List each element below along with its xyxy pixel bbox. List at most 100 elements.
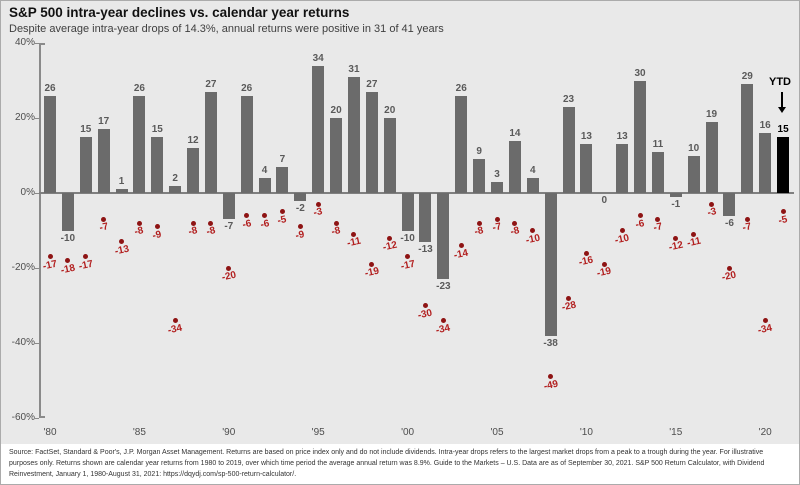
bar-1994: [294, 193, 307, 201]
decline-dot-2014: [655, 216, 661, 222]
bar-label-2009: 23: [562, 93, 575, 105]
bar-2003: [455, 95, 468, 193]
decline-dot-1980: [47, 254, 53, 260]
decline-dot-1987: [172, 318, 178, 323]
bar-label-1995: 34: [312, 52, 324, 64]
bar-label-1994: -2: [295, 202, 305, 214]
decline-dot-2005: [494, 216, 500, 222]
zero-baseline: [39, 192, 794, 194]
bar-label-2012: 13: [616, 131, 628, 143]
decline-dot-1981: [65, 258, 71, 263]
bar-1989: [204, 91, 217, 193]
bar-2018: [723, 193, 736, 216]
bar-1991: [240, 95, 253, 193]
bar-label-2021: 15: [777, 123, 789, 135]
decline-dot-1997: [351, 231, 357, 237]
bar-2000: [401, 193, 414, 231]
bar-1985: [133, 95, 146, 193]
bar-label-2000: -10: [400, 232, 415, 244]
bar-label-2013: 30: [634, 67, 646, 79]
decline-dot-2011: [601, 261, 607, 267]
y-axis-tick-label: -20%: [11, 262, 35, 273]
x-axis-tick-label: '80: [43, 427, 57, 438]
bar-2002: [437, 193, 450, 280]
y-axis-tick-label: -40%: [11, 337, 35, 348]
y-axis-line: [39, 43, 41, 418]
decline-dot-2021: [780, 209, 786, 215]
bar-2008: [544, 193, 557, 336]
bar-label-1987: 2: [172, 172, 178, 184]
ytd-arrowhead-icon: [778, 107, 786, 113]
decline-dot-2020: [762, 318, 768, 323]
bar-label-2002: -23: [436, 281, 451, 293]
decline-dot-2016: [691, 231, 697, 237]
bar-2010: [580, 144, 593, 193]
y-axis-top-cap: [39, 43, 45, 45]
decline-dot-1982: [83, 254, 89, 260]
decline-dot-1985: [136, 220, 142, 226]
bar-1998: [365, 91, 378, 193]
y-axis-tick: [35, 42, 39, 44]
bar-label-2019: 29: [741, 71, 753, 83]
bar-label-1998: 27: [366, 78, 378, 90]
y-axis-tick: [35, 117, 39, 119]
bar-2004: [473, 159, 486, 193]
decline-dot-1996: [333, 220, 339, 226]
bar-2005: [491, 181, 503, 193]
y-axis-tick-label: 40%: [14, 37, 35, 48]
bar-label-2011: 0: [601, 195, 608, 206]
bar-label-2008: -38: [543, 337, 558, 349]
decline-dot-2009: [566, 295, 572, 301]
decline-dot-2017: [709, 201, 715, 207]
decline-dot-1992: [262, 213, 268, 218]
bar-label-2007: 4: [529, 165, 536, 176]
y-axis-tick: [35, 267, 39, 269]
decline-dot-1991: [244, 213, 250, 218]
y-axis-tick: [35, 192, 39, 194]
x-axis-tick-label: '95: [311, 427, 325, 438]
ytd-arrow-icon: [781, 92, 783, 107]
bar-label-1985: 26: [133, 82, 145, 94]
decline-dot-2003: [458, 243, 464, 248]
bar-label-2003: 26: [455, 82, 467, 94]
decline-dot-2012: [619, 228, 625, 233]
decline-dot-1989: [208, 220, 214, 226]
bar-label-1997: 31: [348, 63, 360, 75]
chart-subtitle: Despite average intra-year drops of 14.3…: [9, 23, 444, 35]
x-axis-tick-label: '85: [132, 427, 146, 438]
bar-label-2004: 9: [476, 146, 482, 158]
bar-label-1991: 26: [241, 82, 253, 94]
y-axis-tick-label: 0%: [20, 187, 35, 198]
bar-label-1999: 20: [384, 105, 396, 116]
x-axis-tick-label: '00: [401, 427, 415, 438]
bar-2014: [651, 151, 664, 193]
decline-dot-1995: [315, 201, 321, 207]
decline-dot-2008: [548, 374, 554, 380]
bar-2021: [777, 136, 790, 193]
bar-2020: [759, 133, 772, 193]
x-axis-tick-label: '20: [758, 427, 772, 438]
bar-label-2020: 16: [759, 120, 771, 131]
decline-dot-1986: [154, 224, 160, 230]
source-footnote: Source: FactSet, Standard & Poor's, J.P.…: [1, 444, 799, 484]
decline-dot-1984: [119, 239, 125, 245]
bar-label-1992: 4: [261, 165, 268, 176]
y-axis-tick-label: -60%: [11, 412, 35, 423]
y-axis-tick: [35, 417, 39, 419]
bar-label-2014: 11: [652, 138, 664, 150]
bar-label-1984: 1: [118, 176, 125, 188]
decline-dot-2000: [405, 254, 411, 260]
bar-1997: [347, 76, 360, 193]
bar-label-2018: -6: [724, 217, 734, 229]
bar-label-2015: -1: [671, 198, 681, 210]
bar-label-1981: -10: [60, 232, 76, 244]
decline-dot-2006: [512, 220, 518, 226]
bar-label-1986: 15: [151, 123, 163, 135]
bar-1987: [169, 185, 182, 193]
bar-label-1993: 7: [279, 153, 286, 165]
decline-dot-1994: [297, 224, 303, 230]
ytd-annotation-label: YTD: [769, 76, 791, 88]
decline-dot-2007: [530, 228, 536, 233]
bar-1990: [222, 193, 235, 220]
bar-1983: [97, 129, 110, 193]
